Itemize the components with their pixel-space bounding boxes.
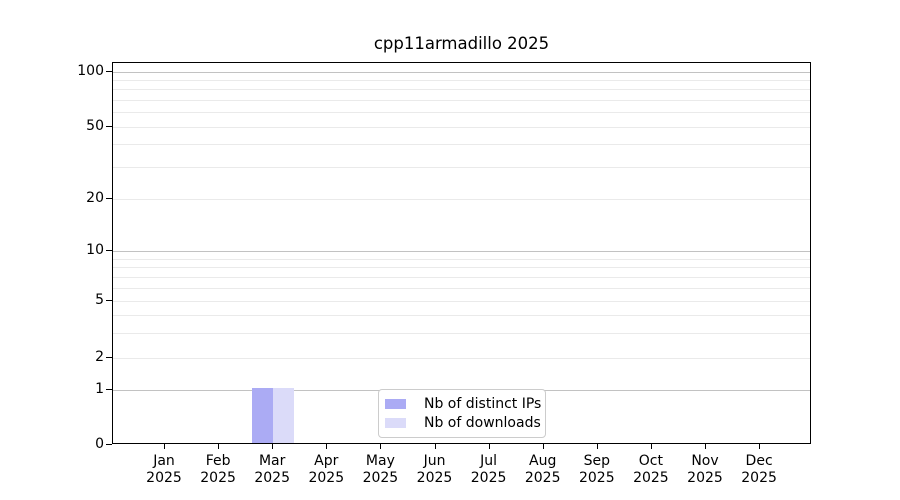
- x-tick-mark: [326, 444, 328, 449]
- minor-gridline: [113, 358, 810, 359]
- x-tick-year: 2025: [362, 470, 399, 486]
- minor-gridline: [113, 259, 810, 260]
- x-tick-label: Nov 2025: [673, 453, 737, 487]
- x-tick-year: 2025: [416, 470, 453, 486]
- x-tick-year: 2025: [524, 470, 561, 486]
- x-tick-year: 2025: [741, 470, 777, 486]
- x-tick-mark: [542, 444, 544, 449]
- x-tick-mark: [596, 444, 598, 449]
- legend-entry: Nb of distinct IPs: [385, 395, 542, 413]
- x-tick-year: 2025: [254, 470, 290, 486]
- x-tick-year: 2025: [578, 470, 615, 486]
- x-tick-label: Jul 2025: [457, 453, 521, 487]
- y-tick-mark: [106, 71, 112, 72]
- bar-downloads: [273, 388, 295, 443]
- minor-gridline: [113, 100, 810, 101]
- x-tick-mark: [434, 444, 436, 449]
- x-tick-month: Dec: [745, 453, 773, 469]
- x-tick-label: Feb 2025: [186, 453, 250, 487]
- x-tick-month: Jun: [423, 453, 446, 469]
- bar-distinct-ips: [252, 388, 274, 443]
- legend-entry: Nb of downloads: [385, 414, 541, 432]
- x-tick-label: Oct 2025: [619, 453, 683, 487]
- x-tick-year: 2025: [633, 470, 669, 486]
- minor-gridline: [113, 199, 810, 200]
- y-tick-label: 50: [86, 118, 104, 134]
- x-tick-label: Mar 2025: [240, 453, 304, 487]
- y-tick-label: 0: [95, 436, 104, 452]
- minor-gridline: [113, 267, 810, 268]
- y-tick-mark: [106, 300, 112, 301]
- x-tick-label: Dec 2025: [727, 453, 791, 487]
- chart-title: cpp11armadillo 2025: [373, 34, 550, 53]
- legend-entry-label: Nb of downloads: [424, 415, 541, 432]
- minor-gridline: [113, 144, 810, 145]
- x-tick-mark: [218, 444, 220, 449]
- major-gridline: [113, 72, 810, 73]
- legend-swatch-downloads: [385, 418, 406, 429]
- x-tick-label: Jan 2025: [132, 453, 196, 487]
- x-tick-mark: [272, 444, 274, 449]
- y-tick-label: 5: [95, 292, 104, 308]
- y-tick-label: 1: [95, 381, 104, 397]
- legend-swatch-distinct-ips: [385, 398, 406, 409]
- y-tick-mark: [106, 389, 112, 390]
- x-tick-month: Jan: [153, 453, 175, 469]
- x-tick-month: May: [365, 453, 395, 469]
- legend: Nb of distinct IPs Nb of downloads: [378, 389, 546, 438]
- x-tick-year: 2025: [687, 470, 723, 486]
- x-tick-mark: [759, 444, 761, 449]
- minor-gridline: [113, 277, 810, 278]
- minor-gridline: [113, 80, 810, 81]
- x-tick-year: 2025: [308, 470, 345, 486]
- y-tick-label: 100: [77, 63, 104, 79]
- x-tick-label: Aug 2025: [511, 453, 575, 487]
- x-tick-month: Aug: [529, 453, 557, 469]
- x-tick-label: Jun 2025: [403, 453, 467, 487]
- y-tick-mark: [106, 444, 112, 445]
- x-tick-label: Apr 2025: [294, 453, 358, 487]
- x-tick-mark: [650, 444, 652, 449]
- y-tick-label: 20: [86, 190, 104, 206]
- x-tick-label: Sep 2025: [565, 453, 629, 487]
- minor-gridline: [113, 167, 810, 168]
- x-tick-mark: [705, 444, 706, 449]
- y-tick-mark: [106, 198, 112, 199]
- x-tick-mark: [164, 444, 165, 449]
- x-tick-mark: [380, 444, 382, 449]
- x-tick-label: May 2025: [348, 453, 412, 487]
- minor-gridline: [113, 288, 810, 289]
- minor-gridline: [113, 89, 810, 90]
- x-tick-month: Jul: [480, 453, 498, 469]
- x-tick-year: 2025: [200, 470, 236, 486]
- x-tick-month: Feb: [205, 453, 231, 469]
- major-gridline: [113, 251, 810, 252]
- minor-gridline: [113, 127, 810, 128]
- y-tick-mark: [106, 126, 112, 127]
- x-tick-year: 2025: [470, 470, 507, 486]
- legend-entry-label: Nb of distinct IPs: [424, 395, 542, 412]
- x-tick-month: Apr: [314, 453, 339, 469]
- x-tick-month: Mar: [258, 453, 286, 469]
- x-tick-month: Oct: [638, 453, 663, 469]
- y-tick-label: 10: [86, 242, 104, 258]
- plot-area: [112, 62, 811, 444]
- x-tick-month: Sep: [583, 453, 610, 469]
- minor-gridline: [113, 301, 810, 302]
- y-tick-mark: [106, 357, 112, 358]
- minor-gridline: [113, 333, 810, 334]
- y-tick-mark: [106, 250, 112, 251]
- minor-gridline: [113, 315, 810, 316]
- y-tick-label: 2: [95, 349, 104, 365]
- x-tick-month: Nov: [691, 453, 719, 469]
- minor-gridline: [113, 112, 810, 113]
- x-tick-mark: [488, 444, 490, 449]
- x-tick-year: 2025: [146, 470, 182, 486]
